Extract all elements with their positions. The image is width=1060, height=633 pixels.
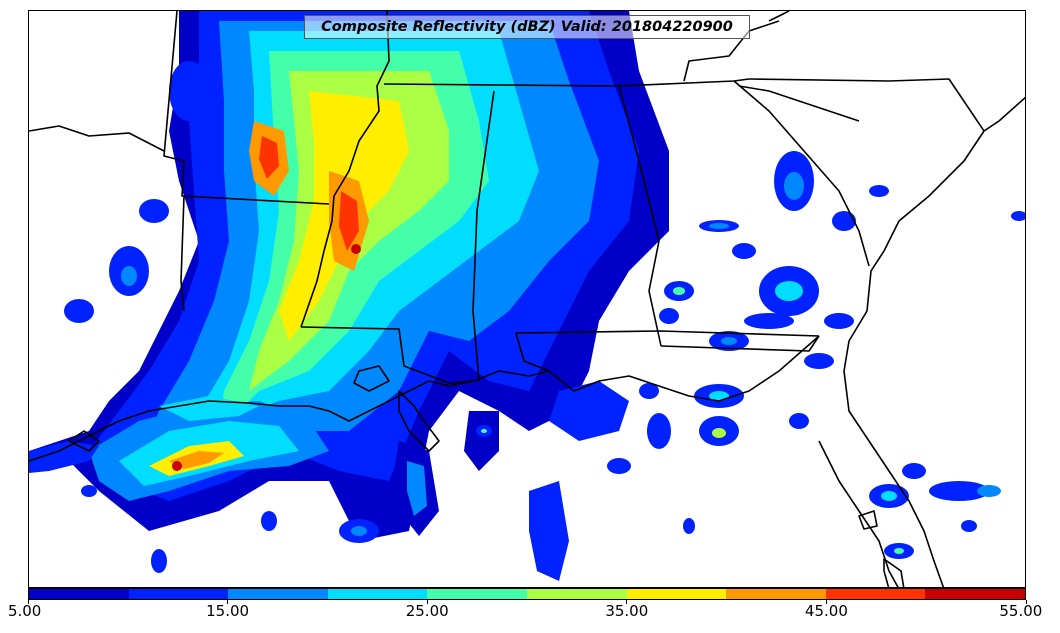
- coast-fl-peninsula: [818, 440, 899, 587]
- colorbar-segment: [327, 589, 428, 599]
- echo-cell-red-1: [339, 191, 359, 251]
- map-panel: [28, 10, 1026, 588]
- state-line-ga-sc: [733, 80, 870, 267]
- colorbar-tick-label: 55.00: [999, 602, 1043, 620]
- state-line-tn-south: [383, 78, 750, 87]
- echo-shower: [261, 511, 277, 531]
- echo-shower: [869, 185, 889, 197]
- state-line-ms-al: [472, 90, 495, 382]
- echo-shower: [881, 491, 897, 501]
- echo-shower: [139, 199, 169, 223]
- map-title: Composite Reflectivity (dBZ) Valid: 2018…: [304, 15, 750, 39]
- echo-cell-core-2: [172, 461, 182, 471]
- echo-shower: [673, 287, 685, 295]
- colorbar-segment: [29, 589, 129, 599]
- echo-shower: [481, 429, 487, 433]
- colorbar-tick-label: 5.00: [7, 602, 42, 620]
- echo-shower: [64, 299, 94, 323]
- coast-texas-bays: [68, 430, 100, 452]
- echo-shower: [683, 518, 695, 534]
- state-line-al-fl: [515, 332, 550, 372]
- echo-shower: [824, 313, 854, 329]
- colorbar-tick-label: 25.00: [405, 602, 449, 620]
- colorbar-tick: [626, 600, 628, 604]
- colorbar-tick-label: 45.00: [804, 602, 848, 620]
- coast-gulf-central: [29, 370, 530, 462]
- echo-shower: [647, 413, 671, 449]
- coast-chesapeake: [768, 11, 790, 22]
- colorbar-tick-label: 35.00: [605, 602, 649, 620]
- colorbar-tick: [426, 600, 428, 604]
- state-line-nc-sc: [748, 78, 985, 132]
- lake-okeechobee: [858, 510, 878, 530]
- echo-streamer-2: [529, 481, 569, 581]
- echo-shower: [961, 520, 977, 532]
- colorbar-tick-label: 15.00: [206, 602, 250, 620]
- echo-cell-red-2: [259, 136, 279, 179]
- colorbar-segment: [228, 589, 328, 599]
- state-line-ar-la: [180, 195, 185, 312]
- echo-shower: [804, 353, 834, 369]
- echo-shower: [1011, 211, 1025, 221]
- echo-streamer-1-light: [407, 461, 427, 516]
- reflectivity-map: [29, 11, 1025, 587]
- echo-shower: [775, 281, 803, 301]
- echo-shower: [929, 481, 989, 501]
- coast-nc-outer: [738, 85, 860, 122]
- colorbar-segment: [825, 589, 926, 599]
- colorbar-segment: [128, 589, 229, 599]
- colorbar-tick: [825, 600, 827, 604]
- echo-shower: [712, 428, 726, 438]
- echo-shower: [902, 463, 926, 479]
- echo-shower: [789, 413, 809, 429]
- lake-pontchartrain: [353, 365, 390, 392]
- echo-gulf-band-orange: [169, 451, 224, 469]
- coast-gulf-fl: [528, 335, 820, 402]
- echo-shower: [639, 383, 659, 399]
- echo-scattered-east: [64, 61, 1025, 573]
- state-line-la-ms-south: [300, 326, 475, 384]
- echo-streamer-4: [464, 411, 499, 471]
- echo-shower: [351, 526, 367, 536]
- colorbar-segment: [925, 589, 1025, 599]
- state-line-ga-fl-east: [660, 335, 820, 352]
- colorbar-tick: [1025, 600, 1027, 604]
- state-line-mississippi-river: [300, 11, 390, 328]
- colorbar-segment: [626, 589, 727, 599]
- echo-shower: [732, 243, 756, 259]
- echo-shower: [659, 308, 679, 324]
- reflectivity-echoes: [29, 11, 1025, 581]
- echo-shower: [607, 458, 631, 474]
- colorbar-segment: [526, 589, 627, 599]
- echo-shower: [744, 313, 794, 329]
- state-line-ok-ar: [163, 11, 185, 162]
- echo-shower: [832, 211, 856, 231]
- colorbar-tick: [227, 600, 229, 604]
- colorbar-segment: [427, 589, 527, 599]
- echo-shower: [169, 61, 209, 121]
- coast-louisiana-delta: [398, 390, 440, 452]
- coast-atlantic: [843, 96, 1025, 587]
- echo-shower: [977, 485, 1001, 497]
- echo-shower: [151, 549, 167, 573]
- echo-shower: [721, 337, 737, 345]
- state-line-tx-ok-la: [181, 160, 330, 205]
- echo-cell-core-1: [351, 244, 361, 254]
- geography-lines: [29, 11, 1025, 587]
- echo-shower: [784, 172, 804, 200]
- colorbar-tick: [27, 600, 29, 604]
- echo-shower: [894, 548, 904, 554]
- coast-north-atlantic-top: [683, 20, 780, 82]
- state-line-al-ga: [618, 85, 662, 347]
- coast-west-top: [29, 125, 165, 152]
- echo-shower: [709, 223, 729, 229]
- colorbar-segment: [726, 589, 826, 599]
- echo-streamer-3: [549, 381, 629, 441]
- coast-fl-inlet: [883, 558, 905, 587]
- echo-shower: [81, 485, 97, 497]
- echo-shower: [121, 266, 137, 286]
- echo-gulf-band-west: [29, 441, 99, 473]
- colorbar: [28, 588, 1026, 600]
- state-line-fl-north: [515, 330, 820, 337]
